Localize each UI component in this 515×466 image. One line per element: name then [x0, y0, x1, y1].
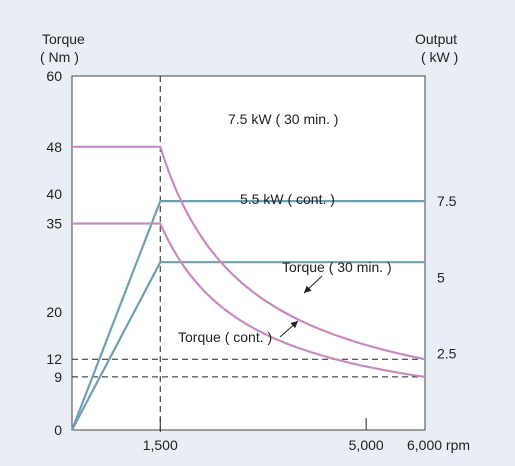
series-line-3 — [72, 145, 426, 361]
left-tick-label: 35 — [46, 216, 62, 232]
series-label-1: 7.5 kW ( 30 min. ) — [228, 111, 338, 127]
x-tick-label: 1,500 — [143, 437, 178, 453]
left-tick-label: 48 — [46, 139, 62, 155]
series-line-2 — [71, 261, 425, 431]
left-tick-label: 40 — [46, 186, 62, 202]
left-tick-label: 20 — [46, 304, 62, 320]
right-axis-title: Output — [415, 31, 457, 47]
series-line-4 — [72, 222, 426, 378]
left-tick-label: 60 — [46, 68, 62, 84]
left-tick-label: 9 — [54, 369, 62, 385]
reference-lines — [72, 76, 425, 436]
x-tick-label: 6,000 rpm — [407, 437, 470, 453]
ticks-layer: 0 9 12 20 35 40 48 60 2.5 5 7.5 1,500 5,000 6,000 rpm — [46, 68, 470, 453]
left-axis-unit: ( Nm ) — [40, 49, 79, 65]
series-label-2: 5.5 kW ( cont. ) — [240, 191, 335, 207]
right-axis-unit: ( kW ) — [421, 49, 458, 65]
x-tick-label: 5,000 — [349, 437, 384, 453]
annotation-arrow-30min-head — [304, 285, 312, 293]
series-label-3: Torque ( 30 min. ) — [282, 259, 392, 275]
right-tick-label: 2.5 — [437, 346, 457, 362]
series-labels: 7.5 kW ( 30 min. ) 5.5 kW ( cont. ) Torque… — [178, 111, 392, 345]
right-tick-label: 5 — [437, 269, 445, 285]
series-label-4: Torque ( cont. ) — [178, 329, 272, 345]
left-tick-label: 0 — [54, 422, 62, 438]
annotation-arrow-cont-head — [290, 321, 298, 329]
series-layer — [70, 145, 426, 431]
left-tick-label: 12 — [46, 351, 62, 367]
right-tick-label: 7.5 — [437, 193, 457, 209]
plot-frame — [71, 75, 426, 431]
left-axis-title: Torque — [42, 31, 85, 47]
series-line-1 — [70, 200, 425, 431]
